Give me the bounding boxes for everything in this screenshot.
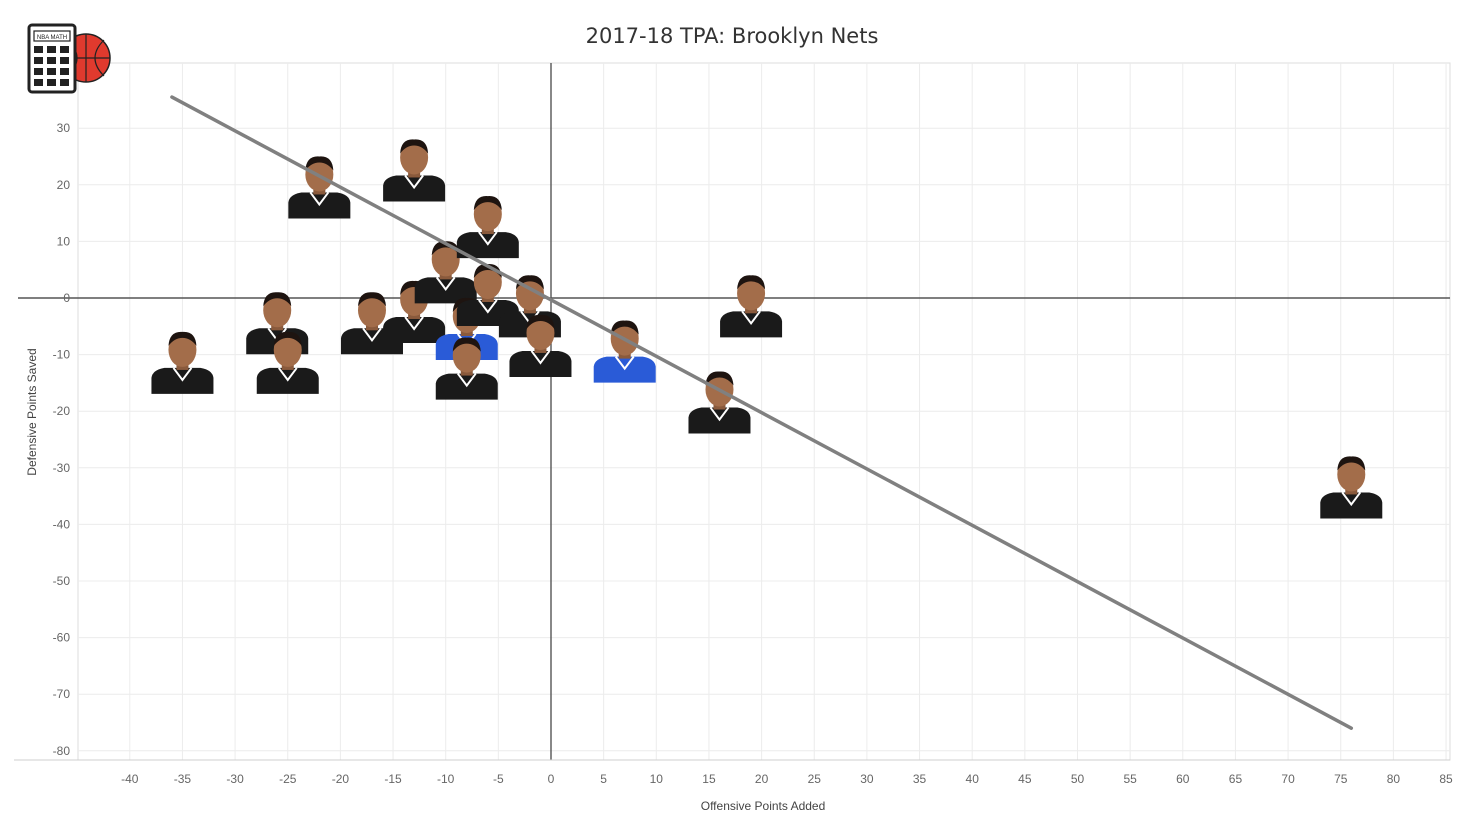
- player-head: [1337, 457, 1366, 492]
- x-tick-label: 80: [1387, 772, 1401, 786]
- player-head: [431, 242, 460, 277]
- player-point[interactable]: [456, 263, 519, 326]
- y-tick-label: -10: [53, 348, 71, 362]
- x-tick-label: 20: [755, 772, 769, 786]
- logo: NBA MATH: [27, 23, 111, 94]
- x-tick-label: -30: [226, 772, 244, 786]
- player-head: [168, 332, 197, 367]
- chart-title: 2017-18 TPA: Brooklyn Nets: [586, 24, 879, 48]
- y-tick-label: -40: [53, 517, 71, 531]
- trend-line: [170, 95, 1354, 730]
- player-point[interactable]: [256, 331, 319, 394]
- trend-line-group: [170, 95, 1354, 730]
- y-tick-label: 10: [57, 234, 71, 248]
- player-point[interactable]: [383, 139, 446, 202]
- x-tick-label: 35: [913, 772, 927, 786]
- player-head: [263, 293, 292, 328]
- y-tick-label: 0: [63, 291, 70, 305]
- player-point[interactable]: [1320, 456, 1383, 519]
- x-tick-label: 60: [1176, 772, 1190, 786]
- x-axis-label: Offensive Points Added: [701, 799, 826, 813]
- tick-labels: -40 -35 -30 -25 -20 -15 -10 -5 0 5 10 15 20 25 30 35 40 4…: [53, 121, 1453, 786]
- player-head: [400, 140, 429, 175]
- player-point[interactable]: [509, 314, 572, 377]
- x-tick-label: 55: [1123, 772, 1137, 786]
- player-head: [737, 276, 766, 311]
- x-tick-label: 10: [650, 772, 664, 786]
- x-tick-label: -10: [437, 772, 455, 786]
- player-head: [357, 293, 386, 328]
- x-tick-label: -40: [121, 772, 139, 786]
- player-head: [273, 332, 302, 367]
- x-tick-label: 75: [1334, 772, 1348, 786]
- y-axis-label: Defensive Points Saved: [25, 348, 39, 475]
- x-tick-label: 85: [1439, 772, 1453, 786]
- x-tick-label: 45: [1018, 772, 1032, 786]
- x-tick-label: 0: [548, 772, 555, 786]
- x-tick-label: 65: [1229, 772, 1243, 786]
- player-point[interactable]: [151, 331, 214, 394]
- player-head: [526, 315, 555, 350]
- y-tick-label: -30: [53, 461, 71, 475]
- player-head: [452, 338, 481, 373]
- x-tick-label: -15: [384, 772, 402, 786]
- y-tick-label: -20: [53, 404, 71, 418]
- zero-axes: [14, 63, 1450, 761]
- player-head: [473, 265, 502, 299]
- x-tick-label: 15: [702, 772, 716, 786]
- x-tick-label: -20: [332, 772, 350, 786]
- x-tick-label: -25: [279, 772, 297, 786]
- x-tick-label: -35: [174, 772, 192, 786]
- y-tick-label: -70: [53, 687, 71, 701]
- x-tick-label: -5: [493, 772, 504, 786]
- player-point[interactable]: [720, 275, 783, 338]
- x-tick-label: 5: [600, 772, 607, 786]
- x-tick-label: 30: [860, 772, 874, 786]
- y-tick-label: 30: [57, 121, 71, 135]
- y-tick-label: 20: [57, 178, 71, 192]
- player-point[interactable]: [414, 241, 477, 304]
- y-tick-label: -50: [53, 574, 71, 588]
- player-point[interactable]: [456, 196, 519, 259]
- x-tick-label: 25: [808, 772, 822, 786]
- logo-text: NBA MATH: [37, 35, 67, 41]
- player-point[interactable]: [340, 292, 403, 355]
- y-tick-label: -80: [53, 744, 71, 758]
- player-head: [473, 197, 502, 232]
- y-tick-label: -60: [53, 631, 71, 645]
- grid: [77, 62, 1451, 761]
- player-point[interactable]: [435, 337, 498, 400]
- x-tick-label: 50: [1071, 772, 1085, 786]
- x-tick-label: 70: [1281, 772, 1295, 786]
- x-tick-label: 40: [966, 772, 980, 786]
